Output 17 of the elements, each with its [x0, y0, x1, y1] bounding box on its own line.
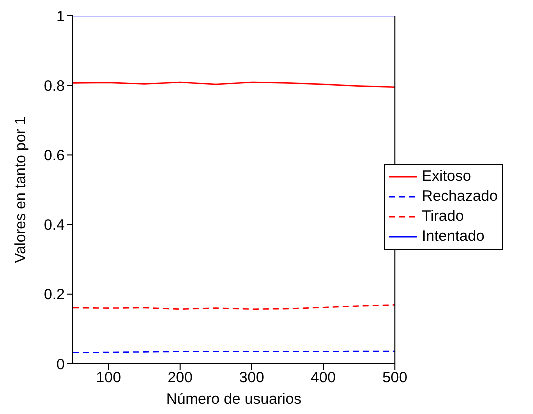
x-tick-label: 100	[96, 370, 122, 387]
x-tick-label: 400	[311, 370, 336, 387]
y-tick-label: 0.6	[44, 148, 65, 165]
legend-label: Intentado	[422, 227, 485, 247]
y-tick-label: 0.8	[44, 78, 65, 95]
legend-label: Rechazado	[422, 187, 498, 207]
x-tick-label: 200	[168, 370, 193, 387]
x-axis-title: Número de usuarios	[166, 391, 302, 408]
y-tick-label: 1	[56, 8, 65, 26]
y-tick-label: 0.2	[44, 286, 65, 304]
x-tick-label: 500	[382, 370, 408, 387]
legend-label: Tirado	[422, 207, 464, 227]
x-tick-label: 300	[239, 370, 264, 387]
y-axis-title: Valores en tanto por 1	[12, 116, 30, 264]
legend-label: Exitoso	[422, 167, 472, 187]
y-tick-label: 0.4	[44, 217, 65, 234]
y-tick-label: 0	[56, 356, 65, 374]
